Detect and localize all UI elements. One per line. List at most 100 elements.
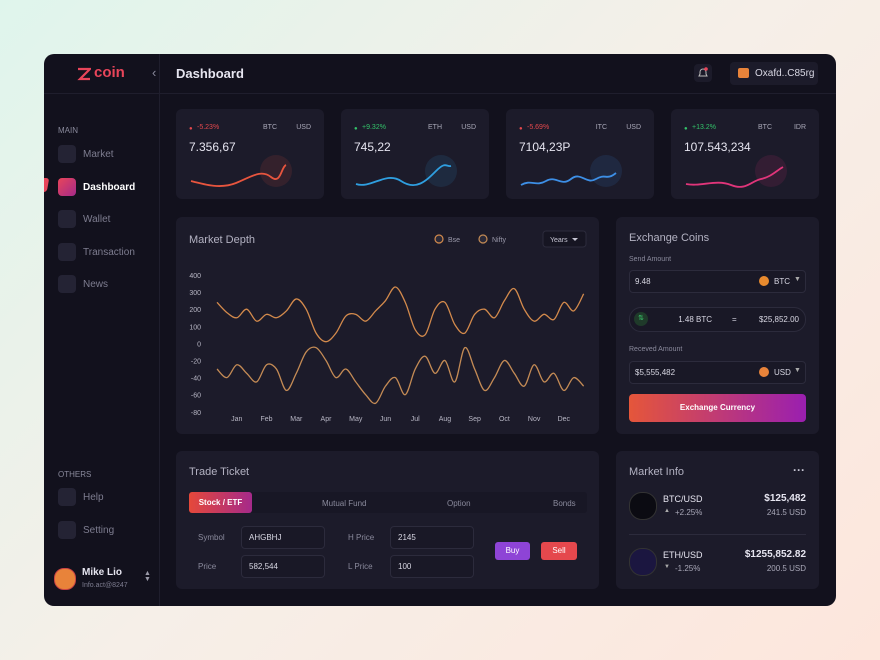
more-button[interactable]: ···: [793, 463, 805, 477]
header-divider: [44, 93, 836, 94]
logo-icon: [77, 67, 91, 81]
x-tick-label: Aug: [439, 416, 452, 423]
ticker-base: ITC: [595, 124, 607, 131]
received-currency: USD: [774, 368, 791, 377]
ticker-change: -5.23%: [197, 124, 220, 131]
rate-box: ⇅ 1.48 BTC = $25,852.00: [629, 307, 806, 332]
hprice-input[interactable]: 2145: [390, 526, 474, 549]
tab[interactable]: Mutual Fund: [322, 499, 367, 508]
nav-item[interactable]: Wallet: [83, 214, 111, 225]
ticker-change: +9.32%: [362, 124, 386, 131]
y-tick-label: 0: [197, 341, 201, 348]
field-label: Symbol: [198, 533, 225, 542]
nav-item[interactable]: Help: [83, 492, 104, 503]
field-label: H Price: [348, 533, 375, 542]
section-label: MAIN: [58, 126, 78, 135]
nav-icon: [58, 145, 76, 163]
nav-item[interactable]: News: [83, 279, 109, 290]
change-dot: ●: [684, 126, 688, 132]
notification-button[interactable]: [694, 64, 712, 82]
symbol-input[interactable]: AHGBHJ: [241, 526, 325, 549]
lprice-input[interactable]: 100: [390, 555, 474, 578]
field-label: Receved Amount: [629, 346, 683, 353]
ticker-price: 7.356,67: [189, 140, 236, 154]
card-title: Exchange Coins: [629, 232, 710, 244]
send-currency: BTC: [774, 277, 790, 286]
pair: BTC/USD: [663, 494, 703, 504]
x-tick-label: Apr: [321, 416, 333, 423]
trend-arrow: ▲: [664, 508, 670, 514]
sidebar: [44, 54, 160, 606]
user-name: Mike Lio: [82, 567, 123, 578]
change-dot: ●: [189, 126, 193, 132]
exchange-card: Exchange Coins Send Amount 9.48 BTC ▼ ⇅ …: [616, 217, 819, 434]
nav-item[interactable]: Transaction: [83, 246, 135, 258]
x-tick-label: Mar: [290, 416, 303, 423]
ticker-card: ● +13.2% BTC IDR 107.543,234: [671, 109, 819, 199]
sparkline: [190, 155, 292, 187]
wallet-pill[interactable]: Oxafd..C85rg: [730, 62, 818, 85]
nav-item[interactable]: Market: [83, 149, 114, 160]
nav-icon: [58, 275, 76, 293]
receive-input[interactable]: $5,555,482 USD ▼: [629, 361, 806, 384]
series-line: [216, 346, 585, 405]
nav-icon: [58, 177, 76, 196]
user-email: Info.act@8247: [82, 582, 128, 589]
nav-item[interactable]: Setting: [83, 525, 115, 536]
sparkline-path: [190, 164, 287, 187]
spark-glow: [425, 155, 457, 187]
x-tick-label: Jun: [380, 416, 391, 423]
collapse-button[interactable]: ‹: [152, 65, 157, 80]
legend-marker: [478, 234, 488, 244]
ticker-quote: USD: [461, 124, 476, 131]
filter-label: Years: [550, 237, 568, 244]
y-tick-label: -60: [191, 393, 201, 400]
x-tick-label: Nov: [528, 416, 541, 423]
trend-arrow: ▼: [664, 564, 670, 570]
legend-label: Nifty: [492, 237, 507, 244]
x-tick-label: Oct: [499, 416, 510, 423]
user-menu[interactable]: ▲ ▼: [144, 570, 151, 583]
app-window: coin ‹ Dashboard Oxafd..C85rg MAIN OTHER…: [44, 54, 836, 606]
price: $1255,852.82: [744, 549, 806, 560]
section-label: OTHERS: [58, 470, 92, 479]
exchange-button[interactable]: Exchange Currency: [629, 394, 806, 422]
ticker-price: 107.543,234: [684, 140, 751, 154]
nav-icon: [58, 210, 76, 228]
send-input[interactable]: 9.48 BTC ▼: [629, 270, 806, 293]
sparkline-path: [685, 166, 784, 188]
sparkline: [685, 155, 787, 188]
ticker-price: 745,22: [354, 140, 391, 154]
market-info-card: Market Info ··· BTC/USD ▲ +2.25% $125,482 24…: [616, 451, 819, 589]
spark-glow: [590, 155, 622, 187]
buy-button[interactable]: Buy: [495, 542, 530, 560]
x-tick-label: Dec: [558, 416, 571, 423]
sparkline: [355, 155, 457, 187]
chart-title: Market Depth: [189, 234, 255, 246]
field-label: L Price: [348, 562, 373, 571]
y-tick-label: -40: [191, 376, 201, 383]
filter-dropdown[interactable]: [542, 230, 587, 248]
ticker-price: 7104,23P: [519, 140, 571, 154]
sell-button[interactable]: Sell: [541, 542, 577, 560]
series-line: [216, 286, 585, 343]
tab[interactable]: Option: [447, 499, 471, 508]
y-tick-label: -80: [191, 410, 201, 417]
tab-active[interactable]: Stock / ETF: [189, 492, 252, 513]
price-input[interactable]: 582,544: [241, 555, 325, 578]
card-title: Trade Ticket: [189, 466, 250, 478]
tab[interactable]: Bonds: [553, 499, 576, 508]
brand: coin: [94, 64, 125, 81]
ticker-base: ETH: [428, 124, 442, 131]
sparkline: [520, 155, 622, 187]
nav-icon: [58, 521, 76, 539]
avatar: [54, 568, 76, 590]
y-tick-label: 400: [189, 273, 201, 280]
nav-item[interactable]: Dashboard: [83, 181, 136, 193]
change-dot: ●: [354, 126, 358, 132]
pair: ETH/USD: [663, 550, 703, 560]
change: +2.25%: [675, 508, 703, 517]
trade-card: Trade Ticket Stock / ETF Mutual Fund Opt…: [176, 451, 599, 589]
y-tick-label: 200: [189, 307, 201, 314]
